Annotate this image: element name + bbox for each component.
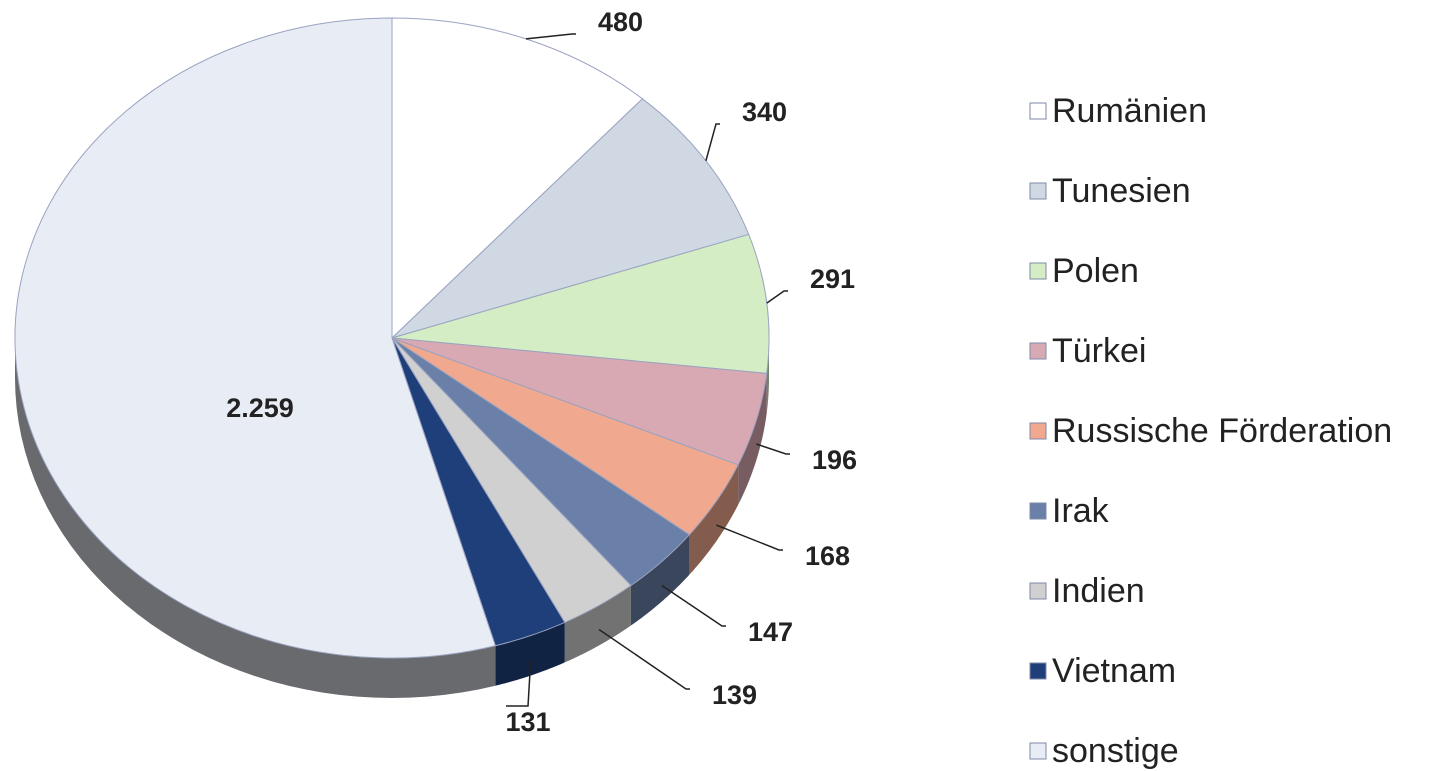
legend-swatch <box>1029 262 1047 280</box>
legend-swatch <box>1029 422 1047 440</box>
slice <box>391 233 770 374</box>
legend-label: sonstige <box>1052 732 1179 770</box>
value-label: 147 <box>748 617 793 647</box>
slice-side <box>738 373 767 505</box>
legend-label: Indien <box>1052 572 1145 610</box>
slice-side <box>495 622 565 686</box>
value-label: 139 <box>712 680 757 710</box>
value-label: 480 <box>598 7 643 37</box>
leader-line <box>598 628 690 690</box>
value-label: 131 <box>505 707 550 737</box>
value-label: 168 <box>805 541 850 571</box>
value-label: 2.259 <box>226 393 294 423</box>
slice-side <box>689 464 739 575</box>
leader-line <box>661 584 726 627</box>
legend-swatch <box>1029 662 1047 680</box>
leader-line <box>716 524 783 551</box>
value-label: 291 <box>810 264 855 294</box>
slice-side <box>564 585 631 663</box>
legend-swatch <box>1029 742 1047 760</box>
legend-label: Irak <box>1052 492 1110 530</box>
legend-swatch <box>1029 502 1047 520</box>
leader-line <box>756 443 790 455</box>
slice-side <box>630 534 690 626</box>
value-label: 340 <box>742 97 787 127</box>
legend-label: Russische Förderation <box>1052 412 1392 450</box>
legend-swatch <box>1029 182 1047 200</box>
leader-line <box>525 33 576 40</box>
slice <box>14 17 497 659</box>
legend-label: Türkei <box>1052 332 1146 370</box>
leader-line <box>766 290 788 304</box>
legend-swatch <box>1029 582 1047 600</box>
legend-label: Vietnam <box>1052 652 1176 690</box>
legend-label: Polen <box>1052 252 1139 290</box>
leader-line <box>705 123 720 161</box>
slice-side <box>15 338 496 698</box>
legend-label: Rumänien <box>1052 92 1207 130</box>
slice <box>391 17 644 340</box>
value-label: 196 <box>812 445 857 475</box>
legend-swatch <box>1029 102 1047 120</box>
leader-line <box>506 659 532 707</box>
legend-label: Tunesien <box>1052 172 1191 210</box>
legend-swatch <box>1029 342 1047 360</box>
slice <box>391 98 750 339</box>
